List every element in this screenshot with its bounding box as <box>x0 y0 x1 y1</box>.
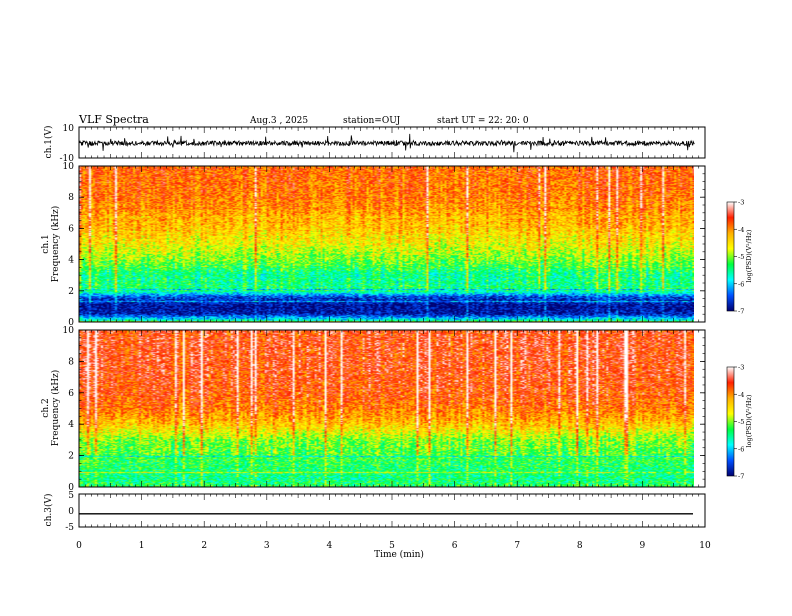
ch2-spectrogram-panel: 0 2 4 6 8 10 Frequency (kHz) ch.2 <box>41 326 706 493</box>
time-tick-label: 10 <box>699 541 711 551</box>
station-label: station=OUJ <box>343 116 401 126</box>
spec-ytick: 2 <box>68 287 74 297</box>
colorbar-tick-label: -4 <box>738 391 744 399</box>
figure-title: VLF Spectra <box>78 113 149 126</box>
spec-ytick: 4 <box>68 256 74 266</box>
colorbar-tick-label: -7 <box>738 308 744 316</box>
date-label: Aug.3 , 2025 <box>249 116 308 126</box>
ch1-spec-channel: ch.1 <box>41 234 51 253</box>
time-tick-label: 6 <box>452 541 458 551</box>
time-axis-labels: 0 1 2 3 4 5 6 7 8 9 10 <box>76 541 711 551</box>
ch3-ytick-mid: 0 <box>68 507 74 517</box>
ch2-spec-channel: ch.2 <box>41 398 51 417</box>
ch3-waveform-panel: 5 0 -5 ch.3(V) <box>43 491 706 533</box>
ch1-spec-yticks: 0 2 4 6 8 10 <box>63 162 705 328</box>
colorbar-tick-label: -3 <box>738 199 744 207</box>
colorbar-tick-label: -7 <box>738 473 744 481</box>
ch3-ytick-top: 5 <box>68 491 74 501</box>
ch2-spec-ylabel: Frequency (kHz) <box>50 370 61 447</box>
time-axis-label: Time (min) <box>374 549 424 560</box>
ch2-spectrogram-image <box>79 330 694 487</box>
ch1-ylabel: ch.1(V) <box>43 126 54 159</box>
colorbar-tick-label: -6 <box>738 445 744 453</box>
spec-ytick: 0 <box>68 483 74 493</box>
ch1-colorbar-bar <box>726 201 735 312</box>
ch3-ytick-bottom: -5 <box>65 523 74 533</box>
time-tick-label: 8 <box>577 541 583 551</box>
time-tick-label: 2 <box>201 541 207 551</box>
time-tick-label: 3 <box>264 541 270 551</box>
spec-ytick: 10 <box>63 162 75 172</box>
ch1-spec-ylabel: Frequency (kHz) <box>50 206 61 283</box>
spec-ytick: 10 <box>63 326 75 336</box>
spec-ytick: 4 <box>68 420 74 430</box>
colorbar-tick-label: -4 <box>738 226 744 234</box>
spec-ytick: 8 <box>68 193 74 203</box>
ch1-spectrogram-panel: 0 2 4 6 8 10 Frequency (kHz) ch.1 <box>41 162 706 328</box>
spec-ytick: 6 <box>68 389 74 399</box>
spec-ytick: 2 <box>68 452 74 462</box>
spec-ytick: 6 <box>68 224 74 234</box>
ch1-colorbar-ticks: -3 -4 -5 -6 -7 <box>734 199 744 316</box>
spec-ytick: 8 <box>68 357 74 367</box>
time-tick-label: 7 <box>514 541 520 551</box>
ch3-ylabel: ch.3(V) <box>43 494 54 527</box>
ch2-colorbar-label: log(PSD)(V²/Hz) <box>745 394 753 447</box>
time-tick-label: 9 <box>640 541 646 551</box>
time-tick-label: 0 <box>76 541 82 551</box>
ch1-ytick-bottom: -10 <box>60 154 75 164</box>
ch2-colorbar-ticks: -3 -4 -5 -6 -7 <box>734 364 744 481</box>
ch2-colorbar: -3 -4 -5 -6 -7 log(PSD)(V²/Hz) <box>726 364 753 481</box>
time-axis-ticks <box>78 127 706 527</box>
start-time-label: start UT = 22: 20: 0 <box>437 116 529 126</box>
ch2-spec-yticks: 0 2 4 6 8 10 <box>63 326 705 493</box>
colorbar-tick-label: -5 <box>738 418 744 426</box>
ch1-colorbar-label: log(PSD)(V²/Hz) <box>745 229 753 282</box>
ch1-spectrogram-image <box>79 166 694 322</box>
time-tick-label: 5 <box>389 541 395 551</box>
colorbar-tick-label: -6 <box>738 280 744 288</box>
time-tick-label: 1 <box>139 541 145 551</box>
ch1-waveform-panel: 10 -10 ch.1(V) <box>43 124 706 164</box>
ch1-colorbar: -3 -4 -5 -6 -7 log(PSD)(V²/Hz) <box>726 199 753 316</box>
ch1-ytick-top: 10 <box>63 124 75 134</box>
colorbar-tick-label: -3 <box>738 364 744 372</box>
colorbar-tick-label: -5 <box>738 253 744 261</box>
ch1-waveform-line <box>78 133 695 153</box>
ch2-colorbar-bar <box>726 366 735 477</box>
time-tick-label: 4 <box>327 541 333 551</box>
spec-ytick: 0 <box>68 318 74 328</box>
